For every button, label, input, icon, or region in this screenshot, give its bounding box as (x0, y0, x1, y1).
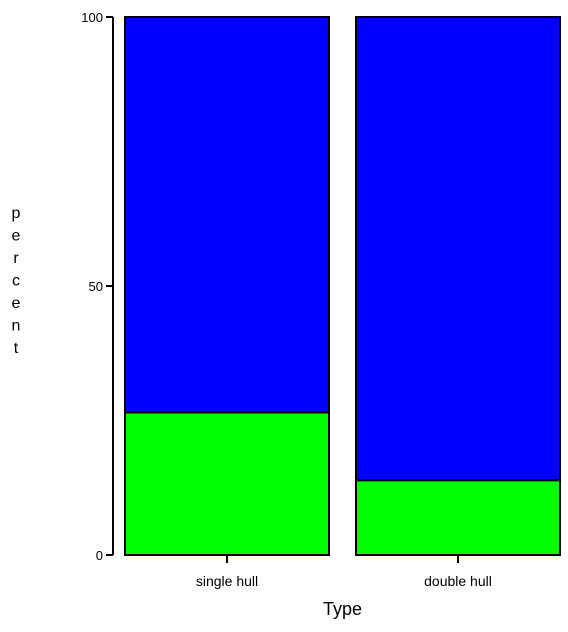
bar-0-segment-0 (124, 411, 330, 556)
x-tick-label: double hull (424, 573, 492, 589)
bar-1-segment-0 (355, 479, 561, 556)
bar-1-segment-1 (355, 16, 561, 482)
bars-group (124, 16, 561, 556)
x-axis-label: Type (323, 599, 362, 619)
y-tick-label: 50 (89, 279, 103, 294)
y-tick-label: 100 (81, 10, 103, 25)
bar-0-segment-1 (124, 16, 330, 414)
y-tick-label: 0 (96, 548, 103, 563)
x-tick-label: single hull (196, 573, 258, 589)
x-ticks: single hull double hull (196, 555, 492, 589)
y-ticks: 0 50 100 (81, 10, 113, 563)
